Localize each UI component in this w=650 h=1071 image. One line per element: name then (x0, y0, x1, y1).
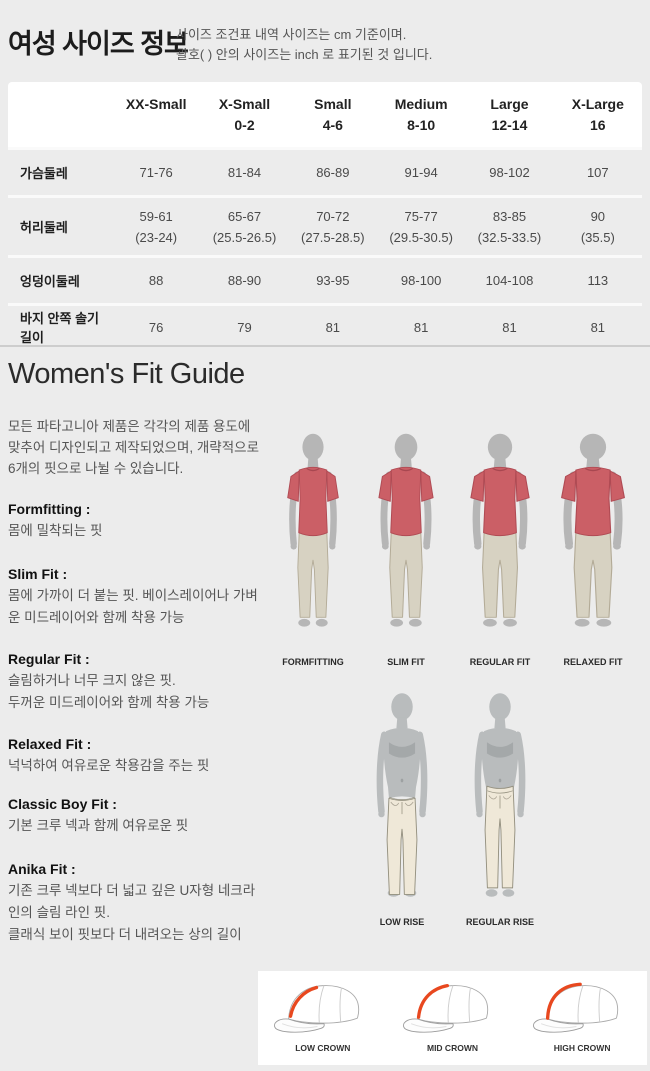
cap-label: HIGH CROWN (553, 1043, 611, 1053)
fit-name: Regular Fit : (8, 651, 90, 667)
figure-label: REGULAR FIT (469, 657, 531, 667)
fit-item-regular: Regular Fit : 슬림하거나 너무 크지 않은 핏. 두꺼운 미드레이… (8, 648, 266, 714)
fit-figure-relaxed: RELAXED FIT (546, 426, 640, 667)
fit-name: Slim Fit : (8, 566, 68, 582)
cell-value: 81 (590, 319, 606, 335)
figure-label: SLIM FIT (387, 657, 425, 667)
column-header-xsmall: X-Small 0-2 (218, 96, 271, 133)
cell-value: 88 (148, 273, 164, 288)
crown-guide-box: LOW CROWN MID CROWN HIGH CROWN (258, 971, 647, 1065)
woman-formfitting-icon (267, 426, 359, 654)
cell-value: 81-84 (227, 165, 262, 180)
cell-value: 93-95 (316, 273, 350, 288)
size-table: XX-Small X-Small 0-2 Small 4-6 Medium 8-10 … (8, 82, 642, 348)
figure-label: REGULAR RISE (465, 917, 534, 927)
fit-figure-slim: SLIM FIT (359, 426, 453, 667)
fit-desc: 기본 크루 넥과 함께 여유로운 핏 (8, 818, 189, 833)
cell-value: 113 (587, 273, 609, 288)
woman-low-rise-icon (355, 690, 449, 914)
row-label: 바지 안쪽 솔기 길이 (20, 311, 99, 345)
fit-guide-title: Women's Fit Guide (8, 358, 245, 390)
fit-item-classic-boy: Classic Boy Fit : 기본 크루 넥과 함께 여유로운 핏 (8, 793, 266, 837)
cell-value: 98-100 (400, 273, 442, 288)
cell-value: 81 (502, 319, 517, 335)
rise-figure-regular: REGULAR RISE (453, 690, 547, 927)
woman-slim-fit-icon (360, 426, 452, 654)
table-row-hip: 엉덩이둘레 88 88-90 93-95 98-100 104-108 113 (8, 255, 642, 303)
fit-item-anika: Anika Fit : 기존 크루 넥보다 더 넓고 깊은 U자형 네크라인의 … (8, 858, 266, 946)
fit-item-slim: Slim Fit : 몸에 가까이 더 붙는 핏. 베이스레이어나 가벼운 미드… (8, 563, 266, 629)
woman-regular-fit-icon (454, 426, 546, 654)
figure-label: RELAXED FIT (563, 657, 623, 667)
fit-desc: 몸에 밀착되는 핏 (8, 523, 103, 538)
table-bottom-divider (0, 345, 650, 347)
cap-label: LOW CROWN (295, 1043, 351, 1053)
page-subtitle: 사이즈 조건표 내역 사이즈는 cm 기준이며. 괄호( ) 안의 사이즈는 i… (176, 27, 433, 62)
fit-desc: 기존 크루 넥보다 더 넓고 깊은 U자형 네크라인의 슬림 라인 핏. 클래식… (8, 883, 256, 942)
fit-name: Relaxed Fit : (8, 736, 92, 752)
fit-item-formfitting: Formfitting : 몸에 밀착되는 핏 (8, 498, 266, 542)
woman-relaxed-fit-icon (547, 426, 639, 654)
cap-high-crown: HIGH CROWN (522, 971, 642, 1053)
cap-high-crown-icon (533, 982, 619, 1033)
cap-mid-crown: MID CROWN (392, 971, 512, 1053)
column-header-small: Small 4-6 (314, 96, 352, 133)
column-header-large: Large 12-14 (490, 96, 529, 133)
row-label: 허리둘레 (20, 220, 68, 235)
size-table-header: XX-Small X-Small 0-2 Small 4-6 Medium 8-10 … (8, 82, 642, 147)
column-header-xlarge: X-Large 16 (571, 96, 624, 133)
fit-item-relaxed: Relaxed Fit : 넉넉하여 여유로운 착용감을 주는 핏 (8, 733, 266, 777)
cell-value: 79 (237, 319, 252, 335)
table-row-waist: 허리둘레 59-61 (23-24) 65-67 (25.5-26.5) 70-72… (8, 195, 642, 255)
cell-value: 98-102 (489, 165, 530, 180)
cap-low-crown: LOW CROWN (263, 971, 383, 1053)
woman-regular-rise-icon (453, 690, 547, 914)
row-label: 엉덩이둘레 (20, 274, 80, 289)
cap-label: MID CROWN (426, 1043, 478, 1053)
cell-value: 91-94 (404, 165, 438, 180)
cell-value: 70-72 (27.5-28.5) (301, 208, 365, 245)
fit-name: Formfitting : (8, 501, 91, 517)
column-header-medium: Medium 8-10 (394, 96, 448, 133)
fit-name: Anika Fit : (8, 861, 76, 877)
cap-low-crown-icon (273, 985, 359, 1033)
cell-value: 88-90 (227, 273, 262, 288)
cell-value: 83-85 (32.5-33.5) (477, 208, 542, 245)
cell-value: 75-77 (29.5-30.5) (389, 208, 453, 245)
cap-mid-crown-icon (403, 983, 489, 1033)
fit-name: Classic Boy Fit : (8, 796, 117, 812)
cell-value: 76 (148, 319, 164, 335)
figure-label: LOW RISE (379, 917, 425, 927)
fit-desc: 넉넉하여 여유로운 착용감을 주는 핏 (8, 758, 210, 773)
table-row-inseam: 바지 안쪽 솔기 길이 76 79 81 81 81 81 (8, 303, 642, 348)
row-label: 가슴둘레 (20, 166, 68, 181)
cell-value: 71-76 (139, 165, 173, 180)
figure-label: FORMFITTING (282, 657, 344, 667)
fit-figure-formfitting: FORMFITTING (266, 426, 360, 667)
cell-value: 90 (35.5) (580, 208, 615, 245)
cell-value: 86-89 (316, 165, 350, 180)
cell-value: 104-108 (485, 273, 534, 288)
fit-guide-intro: 모든 파타고니아 제품은 각각의 제품 용도에 맞추어 디자인되고 제작되었으며… (8, 419, 259, 476)
cell-value: 107 (586, 165, 609, 180)
cell-value: 65-67 (25.5-26.5) (212, 208, 277, 245)
cell-value: 81 (413, 319, 429, 335)
rise-figure-low: LOW RISE (355, 690, 449, 927)
cell-value: 59-61 (23-24) (135, 208, 178, 245)
column-header-xxsmall: XX-Small (125, 96, 187, 112)
page-title: 여성 사이즈 정보 (8, 29, 189, 59)
fit-figure-regular: REGULAR FIT (453, 426, 547, 667)
fit-desc: 몸에 가까이 더 붙는 핏. 베이스레이어나 가벼운 미드레이어와 함께 착용 … (8, 588, 258, 625)
table-row-chest: 가슴둘레 71-76 81-84 86-89 91-94 98-102 107 (8, 147, 642, 195)
cell-value: 81 (325, 319, 341, 335)
fit-desc: 슬림하거나 너무 크지 않은 핏. 두꺼운 미드레이어와 함께 착용 가능 (8, 673, 210, 710)
